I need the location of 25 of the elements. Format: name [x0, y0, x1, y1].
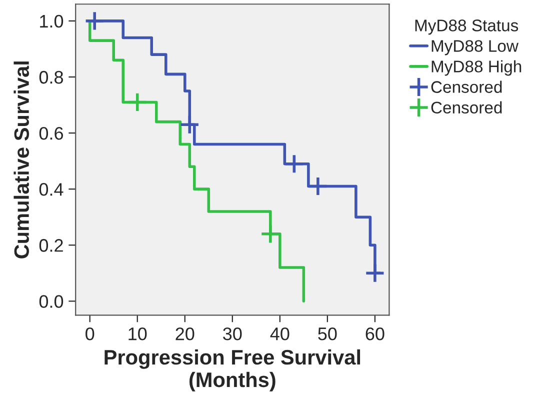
y-tick-label: 1.0 [40, 14, 64, 28]
legend-title: MyD88 Status [415, 20, 518, 35]
y-tick-label: 0.4 [39, 183, 64, 196]
x-tick-label: 10 [128, 327, 147, 340]
y-tick-label: 0.6 [39, 126, 64, 140]
y-axis-title: Cumulative Survival [14, 62, 30, 258]
y-tick-label: 0.2 [39, 239, 63, 252]
legend-label: MyD88 High [432, 60, 522, 76]
point [179, 114, 200, 135]
x-tick-label: 40 [270, 327, 290, 340]
x-tick-label: 20 [176, 327, 194, 340]
legend-label: Censored [431, 80, 502, 93]
point [364, 262, 386, 284]
legend-label: Censored [431, 101, 502, 114]
point [284, 154, 304, 174]
legend-label: MyD88 Low [432, 40, 519, 56]
y-tick-label: 0.0 [39, 295, 64, 308]
point [127, 92, 148, 112]
x-tick-label: 60 [366, 327, 384, 340]
x-axis-title: Progression Free Survival (Months) [104, 349, 360, 392]
x-tick-label: 0 [86, 327, 94, 340]
y-tick-label: 0.8 [39, 70, 64, 84]
x-tick-label: 50 [318, 327, 337, 340]
x-tick-label: 30 [223, 327, 242, 340]
point [308, 176, 328, 196]
